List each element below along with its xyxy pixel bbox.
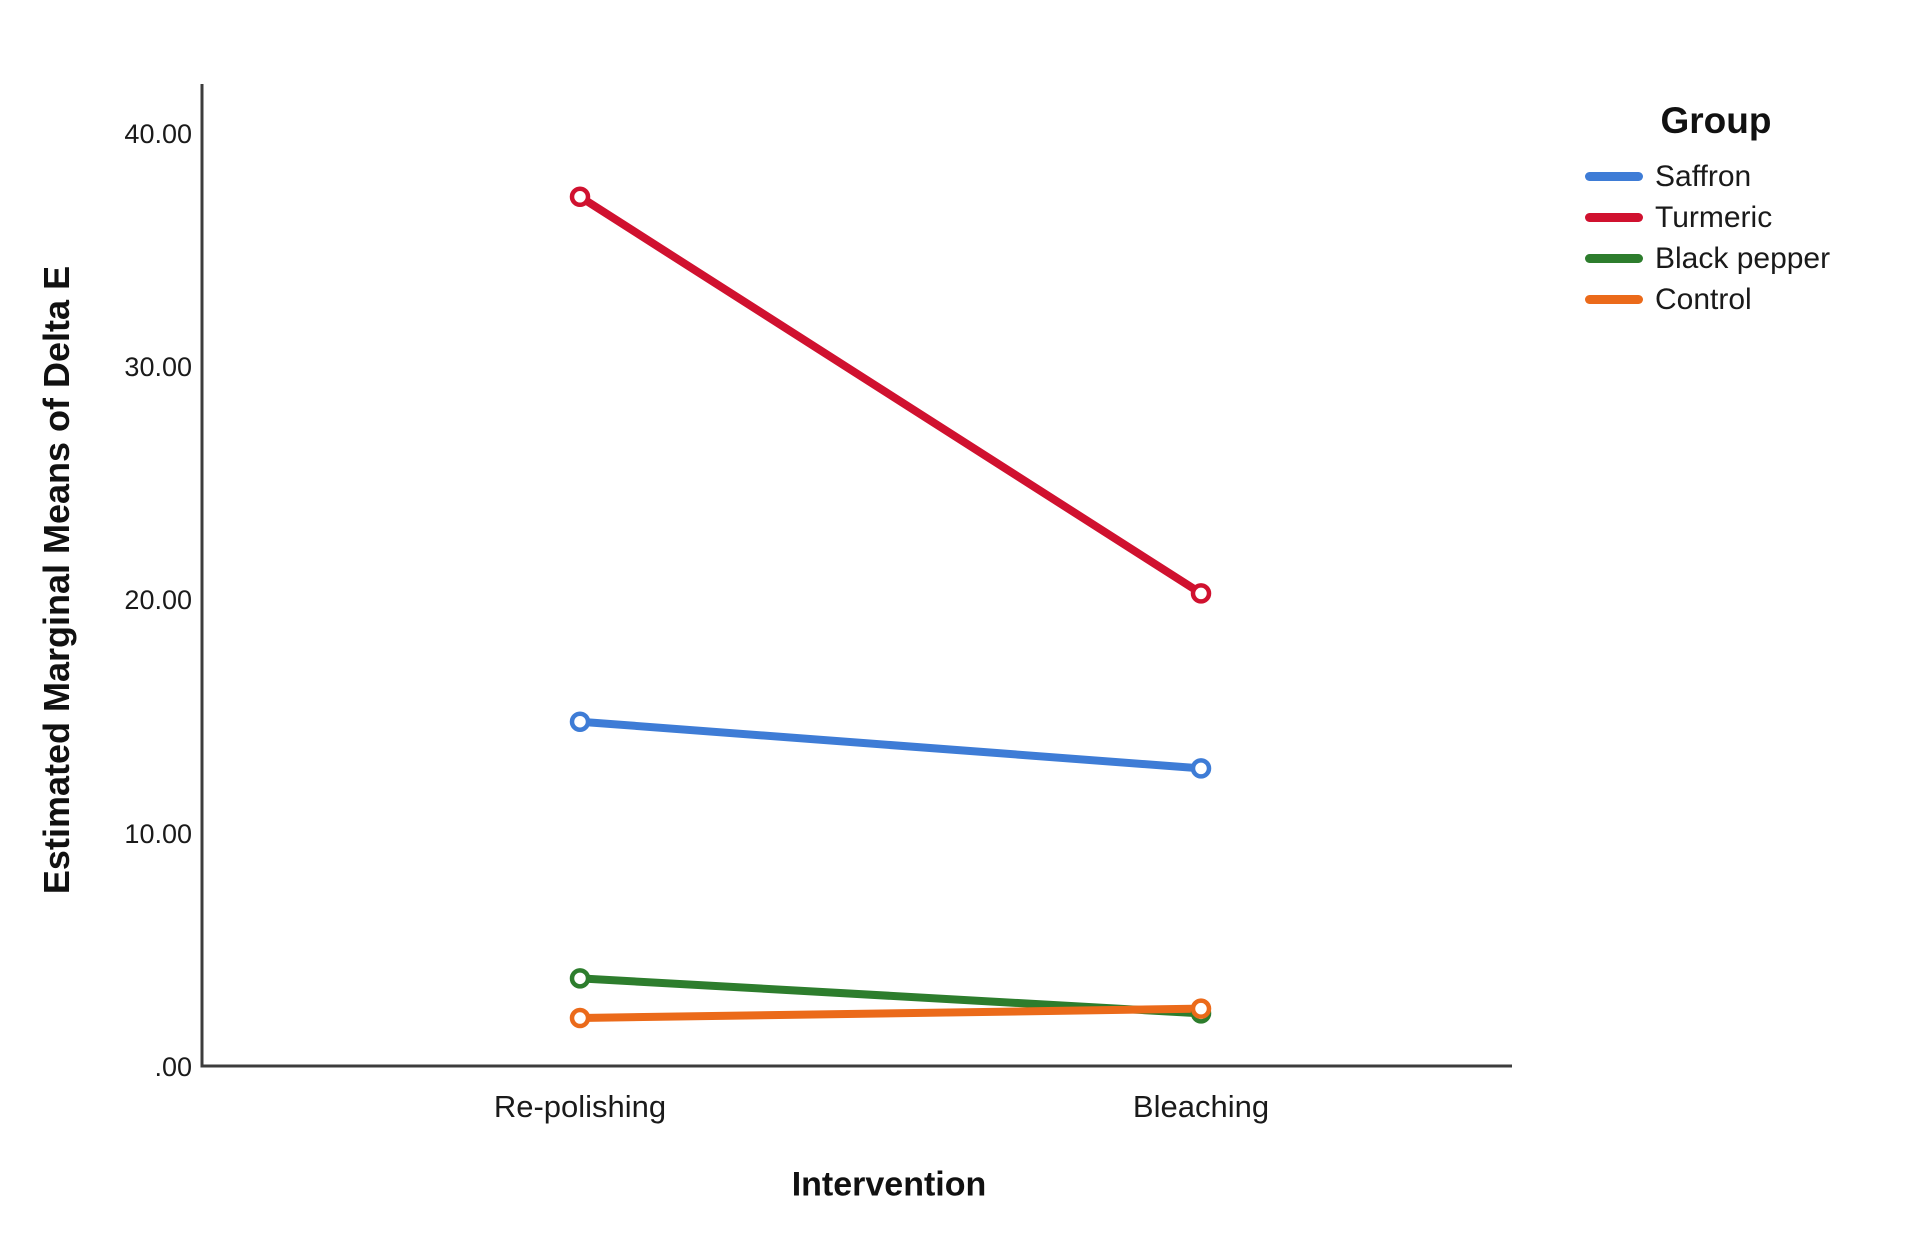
legend-entry-black-pepper: Black pepper [1585,238,1885,279]
series-marker-control [569,1007,591,1029]
series-line-turmeric [576,192,1205,598]
y-tick-label: 20.00 [124,585,192,616]
series-marker-turmeric [1190,583,1212,604]
y-tick-label: 10.00 [124,818,192,849]
series-marker-saffron [1190,758,1212,779]
legend-swatch-control [1585,295,1643,304]
legend-title: Group [1660,100,1772,141]
axes [200,84,1512,1068]
legend-swatch-turmeric [1585,213,1643,222]
series-marker-turmeric [569,186,591,208]
legend-swatch-black-pepper [1585,254,1643,263]
x-category-label: Bleaching [1132,1089,1270,1124]
series-marker-black-pepper [569,968,591,989]
legend-label-control: Control [1655,282,1752,316]
series-markers [569,186,1212,1029]
legend-entries: Saffron Turmeric Black pepper Control [1585,156,1885,320]
series-line-control [576,1004,1205,1023]
legend-entry-saffron: Saffron [1585,156,1885,197]
x-category-label: Re-polishing [493,1089,667,1124]
y-tick-label: 30.00 [124,352,192,383]
legend-label-turmeric: Turmeric [1655,200,1773,234]
legend-entry-turmeric: Turmeric [1585,197,1885,238]
y-tick-label: 40.00 [124,118,192,149]
legend-swatch-saffron [1585,172,1643,181]
series-lines [576,192,1205,1023]
y-tick-label: .00 [154,1052,192,1082]
legend-entry-control: Control [1585,279,1885,320]
y-axis-title: Estimated Marginal Means of Delta E [36,265,77,895]
series-line-saffron [576,717,1205,773]
legend-label-saffron: Saffron [1655,159,1752,193]
series-marker-control [1190,998,1212,1019]
x-axis-title: Intervention [791,1165,987,1204]
series-marker-saffron [569,711,591,732]
legend-label-black-pepper: Black pepper [1655,241,1831,275]
legend: Group Saffron Turmeric Black pepper Control [1585,100,1885,320]
